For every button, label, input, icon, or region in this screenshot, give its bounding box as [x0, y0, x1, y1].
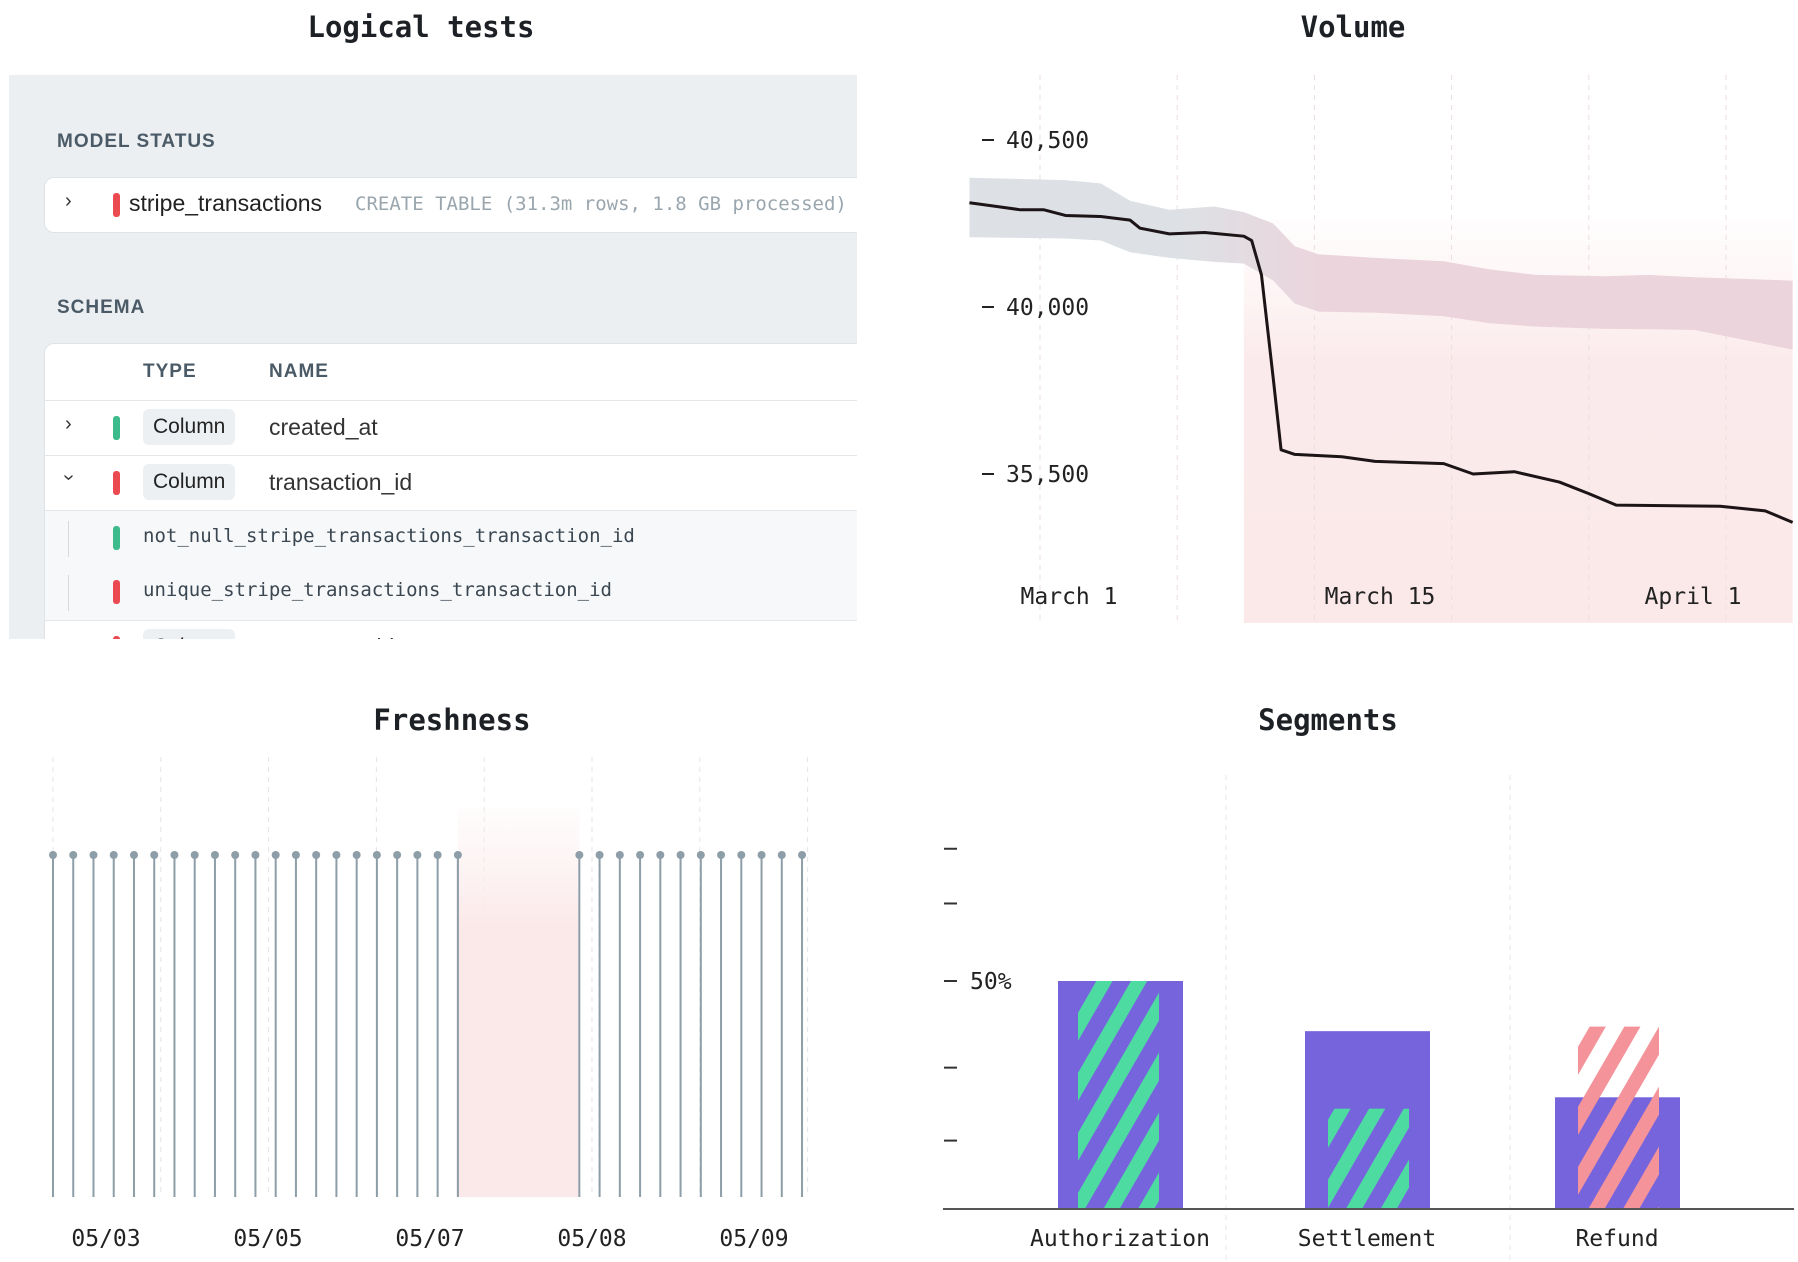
- schema-table: TYPE NAME › Column created_at › Column t…: [44, 343, 857, 639]
- x-tick-label: 05/05: [233, 1226, 302, 1252]
- model-status-label: MODEL STATUS: [57, 131, 216, 152]
- update-point: [595, 851, 604, 859]
- expected-range-band: [969, 177, 1793, 350]
- update-point: [291, 851, 300, 859]
- volume-chart: 40,500 40,000 35,500 March 1 March 15 April 1: [969, 75, 1794, 623]
- current-hatched-bar: [1328, 1108, 1409, 1209]
- x-tick-label: 05/08: [557, 1226, 626, 1252]
- update-point: [89, 851, 98, 859]
- column-name: created_at: [269, 414, 378, 440]
- status-fail-indicator: [113, 193, 120, 217]
- volume-line: [969, 201, 1794, 524]
- type-header: TYPE: [143, 361, 197, 382]
- anomaly-window: [457, 808, 580, 1197]
- update-point: [69, 851, 78, 859]
- freshness-chart: 05/03 05/05 05/07 05/08 05/09: [49, 757, 809, 1252]
- update-point: [636, 851, 645, 859]
- update-point: [676, 851, 685, 859]
- status-fail-indicator: [113, 636, 120, 639]
- current-hatched-bar: [1578, 1026, 1659, 1209]
- update-point: [696, 851, 705, 859]
- category-label: Settlement: [1298, 1226, 1436, 1252]
- update-point: [372, 851, 381, 859]
- logical-tests-title: Logical tests: [307, 10, 535, 44]
- y-tick-label: 35,500: [1006, 462, 1089, 488]
- logical-tests-panel: MODEL STATUS › stripe_transactions CREAT…: [9, 75, 857, 639]
- update-point: [109, 851, 118, 859]
- model-name: stripe_transactions: [129, 190, 323, 216]
- chevron-right-icon[interactable]: ›: [65, 413, 72, 435]
- update-point: [271, 851, 280, 859]
- category-label: Authorization: [1030, 1226, 1210, 1252]
- update-point: [231, 851, 240, 859]
- status-pass-indicator: [113, 416, 120, 440]
- update-point: [433, 851, 442, 859]
- status-fail-indicator: [113, 580, 120, 604]
- x-tick-label: March 15: [1325, 584, 1436, 610]
- model-status-card[interactable]: › stripe_transactions CREATE TABLE (31.3…: [44, 177, 857, 233]
- update-point: [717, 851, 726, 859]
- update-point: [777, 851, 786, 859]
- update-point: [615, 851, 624, 859]
- name-header: NAME: [269, 361, 329, 382]
- update-point: [413, 851, 422, 859]
- update-point: [312, 851, 321, 859]
- update-point: [170, 851, 179, 859]
- table-row[interactable]: › Column customer_id: [45, 620, 857, 639]
- test-name[interactable]: unique_stripe_transactions_transaction_i…: [143, 579, 612, 601]
- tree-line: [68, 575, 69, 611]
- test-list: not_null_stripe_transactions_transaction…: [45, 510, 857, 621]
- type-badge: Column: [143, 409, 236, 445]
- volume-title: Volume: [1300, 10, 1406, 44]
- update-point: [190, 851, 199, 859]
- model-detail: CREATE TABLE (31.3m rows, 1.8 GB process…: [355, 193, 847, 215]
- current-hatched-bar: [1078, 981, 1159, 1209]
- type-badge: Column: [143, 464, 236, 500]
- update-point: [656, 851, 665, 859]
- x-tick-label: 05/07: [395, 1226, 464, 1252]
- x-tick-label: 05/09: [719, 1226, 788, 1252]
- column-name: customer_id: [269, 634, 394, 639]
- update-point: [737, 851, 746, 859]
- update-point: [393, 851, 402, 859]
- table-row[interactable]: › Column transaction_id: [45, 455, 857, 510]
- update-point: [332, 851, 341, 859]
- segments-title: Segments: [1258, 703, 1398, 737]
- update-point: [575, 851, 584, 859]
- update-point: [210, 851, 219, 859]
- update-point: [798, 851, 807, 859]
- x-tick-label: March 1: [1021, 584, 1118, 610]
- update-point: [251, 851, 260, 859]
- update-point: [453, 851, 462, 859]
- tree-line: [68, 521, 69, 557]
- chevron-right-icon[interactable]: ›: [65, 633, 72, 639]
- update-point: [757, 851, 766, 859]
- update-point: [352, 851, 361, 859]
- update-point: [150, 851, 159, 859]
- y-tick-label: 50%: [970, 969, 1012, 995]
- type-badge: Column: [143, 629, 236, 639]
- segments-chart: 50% Authorization Settlement Refund: [943, 775, 1794, 1262]
- table-row[interactable]: › Column created_at: [45, 400, 857, 455]
- update-point: [49, 851, 57, 859]
- y-tick-label: 40,000: [1006, 295, 1089, 321]
- schema-label: SCHEMA: [57, 297, 146, 318]
- x-tick-label: 05/03: [71, 1226, 140, 1252]
- test-name[interactable]: not_null_stripe_transactions_transaction…: [143, 525, 635, 547]
- freshness-title: Freshness: [373, 703, 531, 737]
- column-name: transaction_id: [269, 469, 413, 495]
- category-label: Refund: [1575, 1226, 1658, 1252]
- y-tick-label: 40,500: [1006, 128, 1089, 154]
- x-tick-label: April 1: [1645, 584, 1742, 610]
- status-pass-indicator: [113, 526, 120, 550]
- chevron-right-icon[interactable]: ›: [65, 190, 72, 212]
- update-point: [129, 851, 138, 859]
- status-fail-indicator: [113, 471, 120, 495]
